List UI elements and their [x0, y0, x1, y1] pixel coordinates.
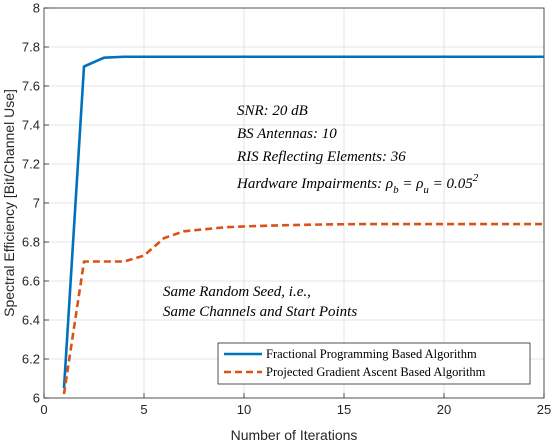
y-tick-label-5: 7: [33, 196, 40, 211]
hw-val: = 0.05: [429, 176, 473, 192]
annotation-hardware-impairments: Hardware Impairments: ρb = ρu = 0.052: [236, 172, 479, 196]
legend-label-fractional: Fractional Programming Based Algorithm: [266, 347, 477, 361]
hw-eq: =: [399, 176, 417, 192]
y-axis-label: Spectral Efficiency [Bit/Channel Use]: [1, 89, 17, 317]
legend: Fractional Programming Based Algorithm P…: [217, 342, 531, 385]
series-lines: [62, 55, 544, 395]
hw-sub-b: b: [393, 184, 399, 196]
x-tick-label-3: 15: [337, 402, 351, 417]
annotation-bs-antennas: BS Antennas: 10: [237, 126, 337, 142]
hw-rho-u: ρ: [415, 176, 423, 192]
series-line-projected-gradient-ascent: [62, 222, 544, 395]
annotation-seed-line2: Same Channels and Start Points: [163, 304, 357, 320]
y-tick-label-7: 7.4: [22, 118, 40, 133]
x-axis-label: Number of Iterations: [231, 427, 358, 443]
x-tick-label-4: 20: [437, 402, 451, 417]
y-tick-label-10: 8: [33, 1, 40, 16]
grid: [44, 8, 544, 398]
x-tick-label-5: 25: [537, 402, 551, 417]
series-line-fractional-programming: [62, 55, 544, 389]
annotation-snr: SNR: 20 dB: [237, 103, 308, 119]
annotation-ris-elements: RIS Reflecting Elements: 36: [236, 149, 406, 165]
hw-rho-b: ρ: [385, 176, 393, 192]
axis-ticks: 0 5 10 15 20 25 6 6.2 6.4 6.6 6.8 7 7.2 7.4 7.6 7.8 8: [22, 1, 551, 418]
y-tick-label-2: 6.4: [22, 313, 40, 328]
x-tick-label-2: 10: [237, 402, 251, 417]
y-tick-label-3: 6.6: [22, 274, 40, 289]
hw-sup: 2: [473, 172, 479, 184]
y-tick-label-8: 7.6: [22, 79, 40, 94]
x-tick-label-0: 0: [40, 402, 47, 417]
x-tick-label-1: 5: [140, 402, 147, 417]
y-tick-label-4: 6.8: [22, 235, 40, 250]
annotation-seed-line1: Same Random Seed, i.e.,: [163, 284, 311, 300]
hw-sub-u: u: [423, 184, 429, 196]
legend-box: [217, 342, 531, 385]
y-tick-label-1: 6.2: [22, 352, 40, 367]
y-tick-label-0: 6: [33, 391, 40, 406]
legend-label-projected: Projected Gradient Ascent Based Algorith…: [266, 365, 486, 379]
y-tick-label-6: 7.2: [22, 157, 40, 172]
hw-prefix: Hardware Impairments:: [236, 176, 386, 192]
y-tick-label-9: 7.8: [22, 40, 40, 55]
